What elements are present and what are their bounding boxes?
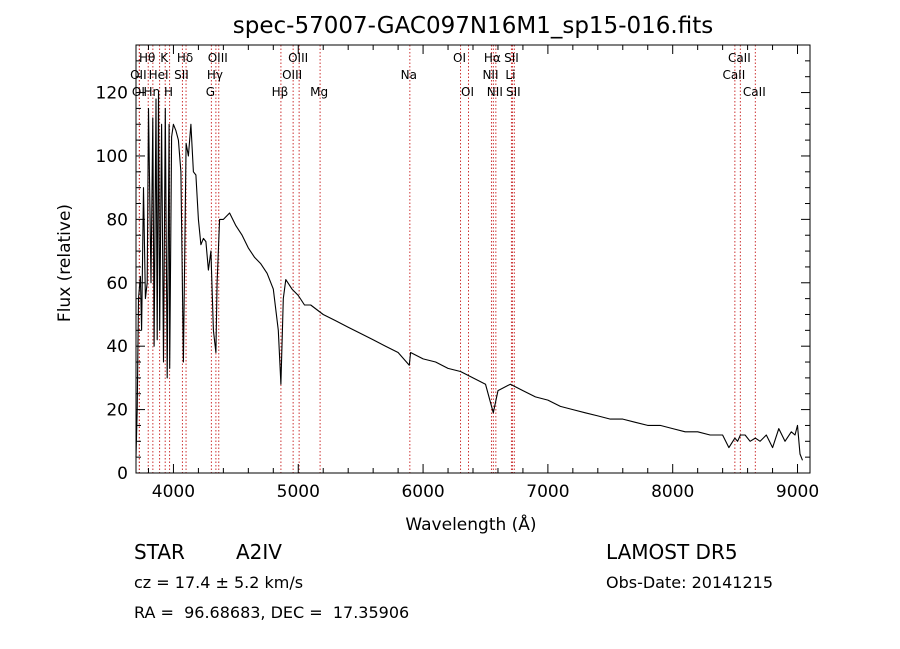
x-tick-label: 4000 xyxy=(152,482,195,502)
line-label: SII xyxy=(174,68,189,82)
line-label: Hα xyxy=(484,51,501,65)
line-label: Hβ xyxy=(272,85,289,99)
y-tick-label: 0 xyxy=(117,464,128,484)
object-subclass: A2IV xyxy=(236,540,282,564)
x-tick-label: 8000 xyxy=(651,482,694,502)
line-label: G xyxy=(206,85,215,99)
object-class: STAR xyxy=(134,540,185,564)
y-tick-label: 80 xyxy=(106,210,128,230)
chart-title: spec-57007-GAC097N16M1_sp15-016.fits xyxy=(233,13,713,39)
y-tick-label: 120 xyxy=(96,84,128,104)
coordinates-text: RA = 96.68683, DEC = 17.35906 xyxy=(134,603,410,622)
y-axis-ticks: 0 20 40 60 80 100 120 xyxy=(96,60,810,484)
line-label: Li xyxy=(505,68,515,82)
line-label: OI xyxy=(453,51,466,65)
line-label: CaII xyxy=(743,85,766,99)
x-axis-ticks: 4000 5000 6000 7000 8000 9000 xyxy=(147,45,819,502)
emission-line-labels: OIIOIHθHηHeIKHSIIHδGHγOIIIHβOIIIOIIIMgNa… xyxy=(130,51,766,99)
line-label: OIII xyxy=(208,51,228,65)
line-label: Hθ xyxy=(139,51,155,65)
spectrum-series xyxy=(135,92,804,461)
line-label: OIII xyxy=(282,68,302,82)
line-label: SII xyxy=(506,85,521,99)
line-label: NII xyxy=(487,85,503,99)
obs-date-text: Obs-Date: 20141215 xyxy=(606,573,774,592)
x-tick-label: 9000 xyxy=(776,482,819,502)
x-tick-label: 6000 xyxy=(401,482,444,502)
line-label: Hη xyxy=(144,85,161,99)
line-label: HeI xyxy=(149,68,169,82)
x-tick-label: 7000 xyxy=(526,482,569,502)
line-label: OII xyxy=(130,68,147,82)
y-tick-label: 40 xyxy=(106,337,128,357)
line-label: Na xyxy=(401,68,417,82)
emission-line-markers xyxy=(138,45,756,473)
line-label: K xyxy=(160,51,169,65)
spectrum-line xyxy=(135,92,804,461)
survey-label: LAMOST DR5 xyxy=(606,540,738,564)
line-label: OI xyxy=(461,85,474,99)
line-label: Mg xyxy=(310,85,328,99)
x-tick-label: 5000 xyxy=(277,482,320,502)
y-tick-label: 60 xyxy=(106,274,128,294)
line-label: H xyxy=(164,85,173,99)
line-label: Hγ xyxy=(207,68,223,82)
line-label: OI xyxy=(132,85,145,99)
line-label: NII xyxy=(482,68,498,82)
y-tick-label: 20 xyxy=(106,401,128,421)
y-axis-label: Flux (relative) xyxy=(55,204,75,322)
line-label: CaII xyxy=(722,68,745,82)
line-label: SII xyxy=(504,51,519,65)
redshift-text: cz = 17.4 ± 5.2 km/s xyxy=(134,573,304,592)
x-axis-label: Wavelength (Å) xyxy=(405,513,536,535)
line-label: Hδ xyxy=(177,51,193,65)
line-label: OIII xyxy=(288,51,308,65)
plot-frame xyxy=(135,44,811,474)
line-label: CaII xyxy=(728,51,751,65)
y-tick-label: 100 xyxy=(96,147,128,167)
